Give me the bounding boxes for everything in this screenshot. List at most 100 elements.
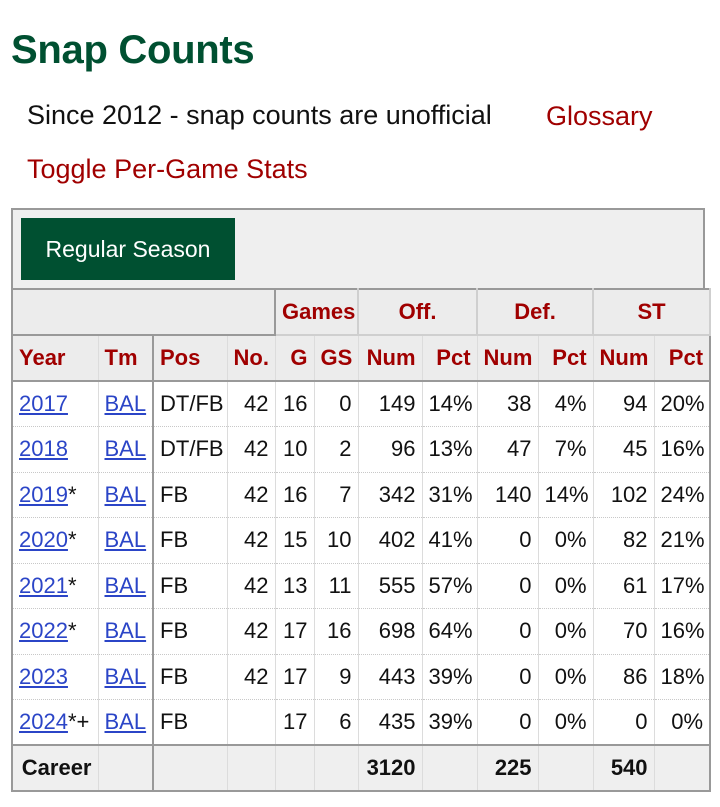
col-games[interactable]: G: [274, 335, 315, 382]
off-pct-cell: 14%: [421, 381, 478, 427]
def-pct-cell: 14%: [537, 472, 594, 518]
off-pct-cell: 13%: [421, 426, 478, 473]
position-cell: DT/FB: [152, 426, 228, 473]
def-num-cell: 38: [476, 381, 539, 427]
team-link[interactable]: BAL: [104, 572, 147, 598]
off-pct-cell: 39%: [421, 699, 478, 746]
over-header-defense: Def.: [476, 288, 595, 336]
over-header-games: Games: [273, 288, 360, 336]
team-link[interactable]: BAL: [104, 709, 147, 734]
snap-counts-table: Games Off. Def. ST Year Tm Pos No. G GS …: [11, 288, 712, 792]
def-pct-cell: 0%: [537, 608, 594, 655]
st-num-cell: 82: [592, 517, 655, 564]
team-link[interactable]: BAL: [104, 663, 147, 689]
col-def-num[interactable]: Num: [476, 335, 539, 382]
off-pct-cell: 41%: [421, 517, 478, 564]
col-off-pct[interactable]: Pct: [421, 335, 478, 382]
year-link[interactable]: 2022: [19, 618, 68, 644]
games-started-cell: 2: [313, 426, 359, 473]
def-num-cell: 0: [476, 517, 539, 564]
position-cell: FB: [152, 654, 228, 700]
def-pct-cell: 0%: [537, 699, 594, 746]
games-started-cell: 0: [313, 381, 359, 427]
def-pct-cell: 0%: [537, 517, 594, 564]
team-link[interactable]: BAL: [104, 618, 147, 644]
off-num-cell: 402: [357, 517, 423, 564]
col-st-num[interactable]: Num: [592, 335, 655, 382]
team-link[interactable]: BAL: [104, 527, 147, 553]
col-year[interactable]: Year: [11, 335, 99, 382]
games-started-cell: 7: [313, 472, 359, 518]
st-pct-cell: 16%: [653, 426, 711, 473]
year-mark: *: [67, 572, 77, 598]
col-st-pct[interactable]: Pct: [653, 335, 711, 382]
glossary-link[interactable]: Glossary: [546, 101, 653, 131]
over-header-blank: [11, 288, 276, 336]
def-pct-cell: 7%: [537, 426, 594, 473]
year-link[interactable]: 2018: [19, 436, 68, 462]
games-cell: 10: [274, 426, 315, 473]
st-pct-cell: 20%: [653, 381, 711, 427]
off-pct-cell: 57%: [421, 563, 478, 609]
col-number[interactable]: No.: [226, 335, 276, 382]
year-link[interactable]: 2017: [19, 391, 68, 416]
career-off-num: 3120: [357, 744, 423, 792]
def-num-cell: 0: [476, 699, 539, 746]
year-link[interactable]: 2019: [19, 481, 68, 507]
st-pct-cell: 16%: [653, 608, 711, 655]
year-link[interactable]: 2020: [19, 527, 68, 553]
year-link[interactable]: 2023: [19, 663, 68, 689]
table-row: 2021* BAL FB 42 13 11 555 57% 0 0% 61 17…: [11, 563, 711, 609]
games-cell: 15: [274, 517, 315, 564]
def-num-cell: 140: [476, 472, 539, 518]
col-def-pct[interactable]: Pct: [537, 335, 594, 382]
table-row: 2024*+ BAL FB 17 6 435 39% 0 0% 0 0%: [11, 699, 711, 746]
st-num-cell: 102: [592, 472, 655, 518]
team-link[interactable]: BAL: [104, 436, 147, 462]
table-row: 2020* BAL FB 42 15 10 402 41% 0 0% 82 21…: [11, 517, 711, 564]
position-cell: FB: [152, 563, 228, 609]
games-started-cell: 9: [313, 654, 359, 700]
games-started-cell: 16: [313, 608, 359, 655]
column-header-row: Year Tm Pos No. G GS Num Pct Num Pct Num…: [11, 335, 711, 382]
st-pct-cell: 21%: [653, 517, 711, 564]
team-link[interactable]: BAL: [104, 481, 147, 507]
position-cell: DT/FB: [152, 381, 228, 427]
year-mark: *: [67, 618, 77, 644]
def-pct-cell: 0%: [537, 654, 594, 700]
year-mark: *: [67, 481, 77, 507]
career-st-num: 540: [592, 744, 655, 792]
col-team[interactable]: Tm: [97, 335, 154, 382]
position-cell: FB: [152, 608, 228, 655]
col-games-started[interactable]: GS: [313, 335, 359, 382]
def-num-cell: 0: [476, 563, 539, 609]
games-cell: 17: [274, 699, 315, 746]
off-pct-cell: 64%: [421, 608, 478, 655]
off-num-cell: 698: [357, 608, 423, 655]
number-cell: 42: [226, 654, 276, 700]
games-started-cell: 6: [313, 699, 359, 746]
over-header-special-teams: ST: [592, 288, 712, 336]
st-num-cell: 61: [592, 563, 655, 609]
year-link[interactable]: 2021: [19, 572, 68, 598]
games-cell: 13: [274, 563, 315, 609]
number-cell: 42: [226, 608, 276, 655]
col-off-num[interactable]: Num: [357, 335, 423, 382]
number-cell: 42: [226, 517, 276, 564]
def-num-cell: 0: [476, 654, 539, 700]
number-cell: [226, 699, 276, 746]
off-pct-cell: 39%: [421, 654, 478, 700]
over-header-row: Games Off. Def. ST: [11, 288, 712, 336]
number-cell: 42: [226, 472, 276, 518]
regular-season-tab[interactable]: Regular Season: [21, 218, 235, 280]
games-cell: 16: [274, 472, 315, 518]
col-position[interactable]: Pos: [152, 335, 228, 382]
st-num-cell: 94: [592, 381, 655, 427]
over-header-offense: Off.: [357, 288, 479, 336]
off-num-cell: 149: [357, 381, 423, 427]
year-link[interactable]: 2024: [19, 709, 68, 734]
st-pct-cell: 17%: [653, 563, 711, 609]
st-pct-cell: 24%: [653, 472, 711, 518]
team-link[interactable]: BAL: [104, 391, 147, 416]
toggle-per-game-link[interactable]: Toggle Per-Game Stats: [27, 154, 308, 184]
